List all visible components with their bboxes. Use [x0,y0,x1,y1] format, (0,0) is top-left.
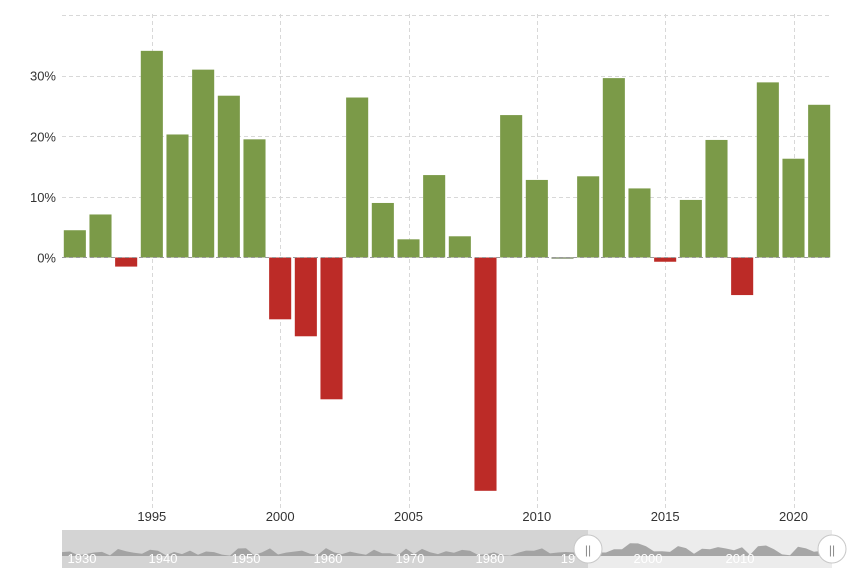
bar[interactable] [166,134,189,258]
navigator-label: 1980 [476,551,505,566]
bar[interactable] [679,199,702,258]
bar[interactable] [243,139,266,258]
bar[interactable] [756,82,779,258]
handle-grip-icon: || [585,543,591,557]
bar[interactable] [782,158,805,258]
bar[interactable] [397,239,420,258]
handle-knob[interactable] [817,534,847,564]
bar[interactable] [474,257,497,491]
bar[interactable] [705,139,728,258]
x-axis-tick-labels: 1995 2000 2005 2010 2015 2020 [137,509,808,524]
navigator-label: 1960 [314,551,343,566]
bar[interactable] [346,97,369,258]
bar[interactable] [89,214,112,258]
bar[interactable] [525,179,548,258]
x-gridlines [152,14,795,510]
bar[interactable] [140,50,163,258]
y-tick-label: 10% [30,190,56,205]
navigator-label: 2000 [634,551,663,566]
bar[interactable] [115,257,138,267]
y-tick-label: 0% [37,251,56,266]
bar[interactable] [371,202,394,258]
navigator-left-handle[interactable]: || [573,534,603,564]
handle-knob[interactable] [573,534,603,564]
x-tick-label: 2010 [522,509,551,524]
navigator-label: 1970 [396,551,425,566]
bar[interactable] [423,175,446,258]
navigator-labels: 1930 1940 1950 1960 1970 1980 19 2000 2010 [68,551,755,566]
handle-grip-icon: || [829,543,835,557]
bar[interactable] [63,230,86,258]
bar[interactable] [602,78,625,258]
navigator-right-handle[interactable]: || [817,534,847,564]
bar[interactable] [320,257,343,400]
bar[interactable] [269,257,292,320]
bar[interactable] [808,104,831,258]
bar[interactable] [448,236,471,258]
navigator-label: 19 [561,551,575,566]
bar[interactable] [731,257,754,296]
bars [63,50,831,491]
y-tick-label: 30% [30,69,56,84]
bar[interactable] [577,176,600,258]
bar[interactable] [217,95,240,258]
bar[interactable] [628,188,651,258]
navigator-series-area [62,543,832,556]
bar[interactable] [500,115,523,258]
y-tick-label: 20% [30,129,56,144]
x-tick-label: 2000 [266,509,295,524]
navigator-label: 1950 [232,551,261,566]
x-tick-label: 2015 [651,509,680,524]
y-gridlines [62,15,832,198]
bar[interactable] [654,257,677,262]
navigator-label: 2010 [726,551,755,566]
bar[interactable] [192,69,215,258]
navigator-label: 1930 [68,551,97,566]
bar[interactable] [294,257,317,337]
x-tick-label: 1995 [137,509,166,524]
y-axis-tick-labels: 30% 20% 10% 0% [30,69,56,266]
x-tick-label: 2020 [779,509,808,524]
x-tick-label: 2005 [394,509,423,524]
range-navigator[interactable]: 1930 1940 1950 1960 1970 1980 19 2000 2010 || || [62,530,847,568]
navigator-label: 1940 [149,551,178,566]
